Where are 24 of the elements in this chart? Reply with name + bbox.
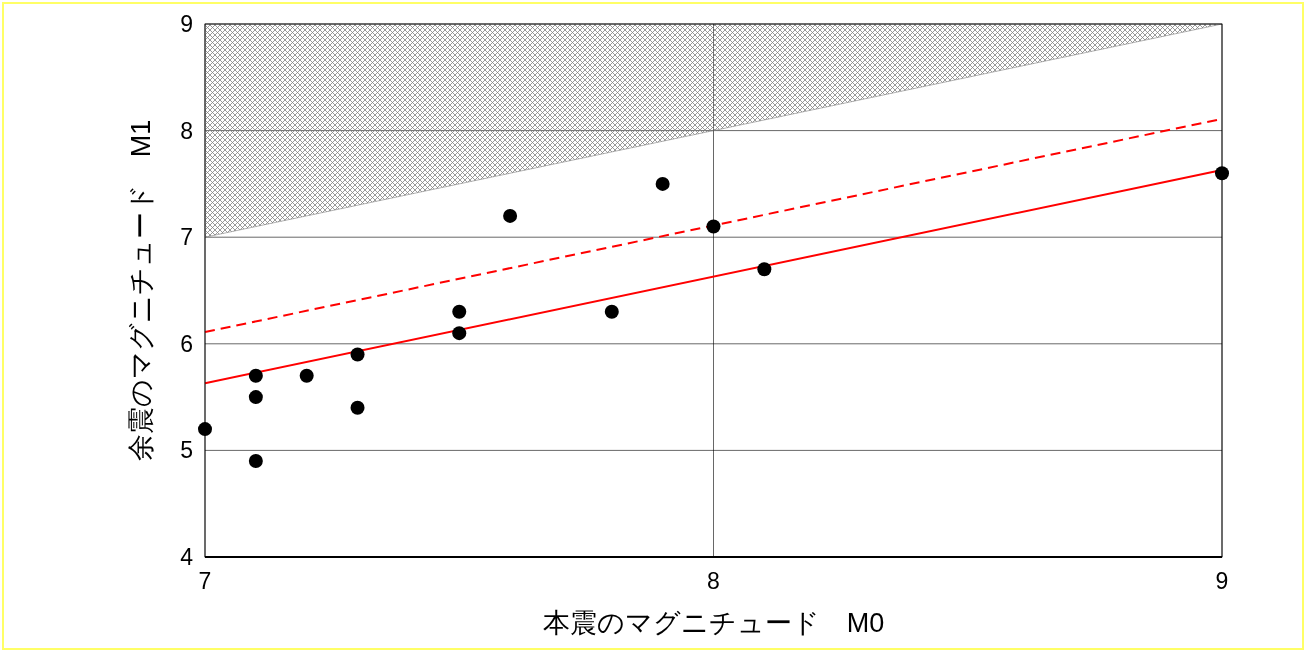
point <box>706 219 721 234</box>
y-tick-label: 7 <box>180 224 193 251</box>
x-tick-label: 7 <box>198 568 212 594</box>
point <box>350 347 365 362</box>
x-tick-label: 9 <box>1215 568 1229 594</box>
point <box>248 454 263 469</box>
point <box>350 400 365 415</box>
point <box>452 326 467 341</box>
point <box>299 368 314 383</box>
point <box>503 208 518 223</box>
x-axis-title: 本震のマグニチュード M0 <box>542 608 885 638</box>
point <box>655 176 670 191</box>
y-tick-label: 5 <box>180 437 193 464</box>
y-tick-label: 6 <box>180 330 193 357</box>
point <box>757 262 772 277</box>
point <box>248 390 263 405</box>
y-tick-label: 8 <box>180 117 193 144</box>
y-axis-title: 余震のマグニチュード M1 <box>126 119 156 462</box>
y-tick-label: 4 <box>180 544 194 570</box>
point <box>248 368 263 383</box>
point <box>452 304 467 319</box>
y-tick-label: 9 <box>180 11 193 37</box>
point <box>604 304 619 319</box>
x-tick-label: 8 <box>707 568 720 594</box>
